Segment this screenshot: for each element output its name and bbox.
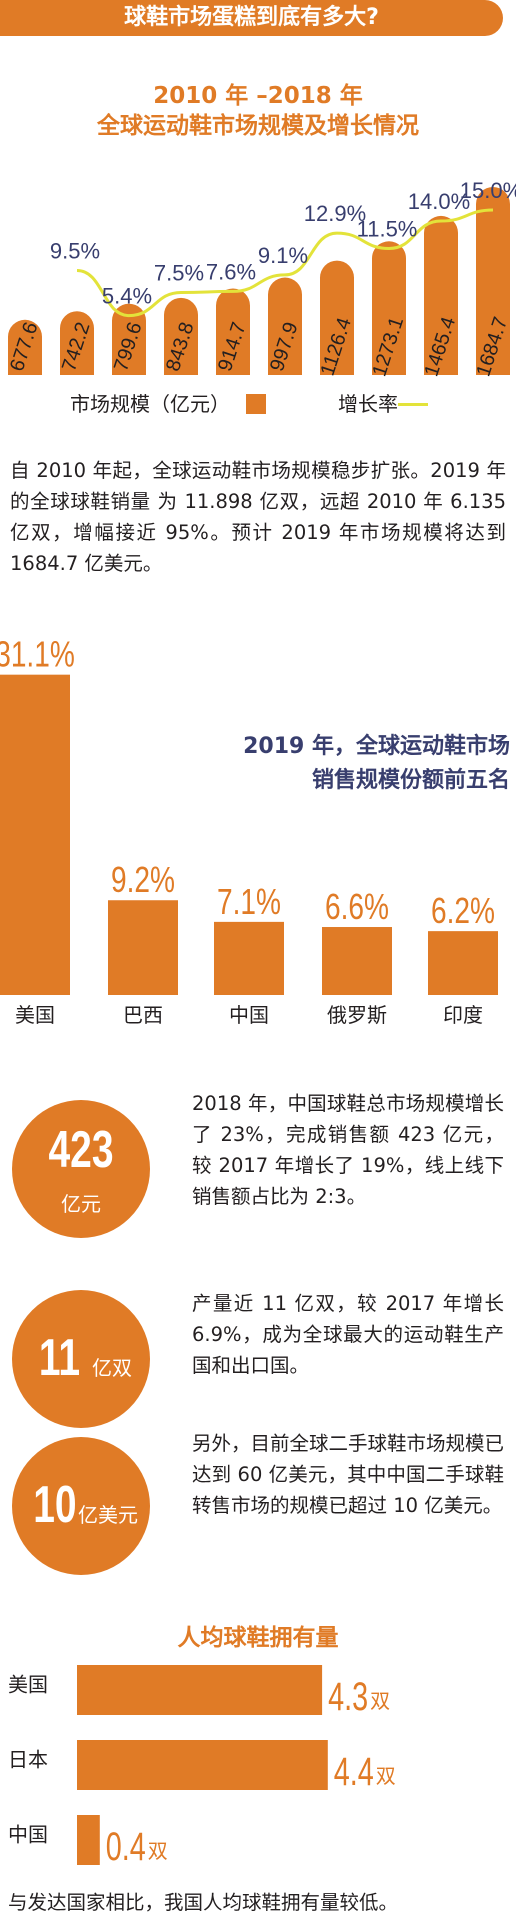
stat-number: 423: [48, 1121, 114, 1179]
country-label: 中国: [8, 1823, 48, 1847]
ownership-value-label: 0.4: [106, 1824, 146, 1869]
page-title: 球鞋市场蛋糕到底有多大?: [124, 5, 379, 30]
ownership-bar: [77, 1665, 323, 1715]
market-size-bar: [372, 241, 406, 375]
growth-rate-label: 7.6%: [206, 259, 256, 284]
stat-circle-10: 10 亿美元: [12, 1437, 150, 1575]
share-value-label: 6.2%: [431, 891, 495, 931]
market-size-bar: [164, 297, 198, 375]
stat-number: 10: [33, 1476, 77, 1534]
share-value-label: 31.1%: [0, 634, 75, 674]
market-size-growth-chart: 677.6 742.2 799.6 843.8 914.7 997.9 1126.4 1273…: [6, 178, 516, 379]
country-label: 巴西: [123, 1003, 163, 1027]
legend-line-swatch: [398, 403, 428, 406]
stat-unit: 亿美元: [78, 1503, 138, 1527]
share-value-label: 7.1%: [217, 882, 281, 922]
stat-circle-11: 11 亿双: [12, 1290, 150, 1428]
market-size-bar: [424, 215, 458, 375]
market-size-bar: [320, 260, 354, 375]
share-value-label: 6.6%: [325, 887, 389, 927]
country-label: 日本: [8, 1748, 48, 1772]
legend-bar-swatch: [246, 394, 266, 414]
share-value-label: 9.2%: [111, 860, 175, 900]
stat-unit: 亿元: [61, 1192, 101, 1216]
market-size-bar: [476, 187, 510, 375]
per-capita-chart: 美国 4.3 双日本 4.4 双中国 0.4 双: [8, 1665, 396, 1869]
growth-rate-label: 12.9%: [304, 201, 366, 226]
growth-rate-line: [76, 208, 494, 318]
market-size-bar: [60, 311, 94, 375]
country-label: 俄罗斯: [327, 1003, 387, 1027]
intro-paragraph: 自 2010 年起，全球运动鞋市场规模稳步扩张。2019 年的全球球鞋销量 为 …: [10, 459, 506, 575]
country-label: 美国: [15, 1003, 55, 1027]
growth-rate-label: 5.4%: [102, 284, 152, 309]
share-bar: [108, 900, 178, 995]
share-bar: [0, 674, 70, 995]
stat-text: 另外，目前全球二手球鞋市场规模已达到 60 亿美元，其中中国二手球鞋转售市场的规…: [192, 1432, 505, 1517]
market-size-bar: [268, 277, 302, 375]
stat-text: 2018 年，中国球鞋总市场规模增长了 23%，完成销售额 423 亿元，较 2…: [192, 1092, 504, 1208]
legend-bar-label: 市场规模（亿元）: [70, 392, 230, 416]
growth-rate-label: 9.1%: [258, 243, 308, 268]
chart2-title-line2: 销售规模份额前五名: [311, 768, 510, 793]
chart1-title-line1: 2010 年 –2018 年: [153, 83, 363, 109]
country-label: 印度: [443, 1003, 483, 1027]
chart3-title: 人均球鞋拥有量: [177, 1625, 339, 1651]
ownership-value-label: 4.3: [328, 1674, 368, 1719]
country-label: 美国: [8, 1673, 48, 1697]
stat-circle-423: 423 亿元: [12, 1100, 150, 1238]
growth-rate-label: 14.0%: [408, 189, 470, 214]
growth-rate-label: 7.5%: [154, 261, 204, 286]
ownership-unit-label: 双: [376, 1764, 396, 1788]
ownership-unit-label: 双: [148, 1839, 168, 1863]
market-size-bar: [8, 319, 42, 375]
stat-unit: 亿双: [92, 1356, 132, 1380]
chart1-title-line2: 全球运动鞋市场规模及增长情况: [97, 113, 419, 139]
legend-line-label: 增长率: [338, 392, 398, 416]
growth-rate-label: 15.0%: [460, 178, 516, 203]
market-size-bar: [216, 288, 250, 375]
market-share-chart: 31.1% 美国 9.2% 巴西 7.1% 中国 6.6% 俄罗斯 6.2% 印度: [0, 634, 498, 1027]
market-size-bar: [112, 303, 146, 375]
country-label: 中国: [229, 1003, 269, 1027]
stat-number: 11: [38, 1329, 81, 1387]
growth-rate-label: 9.5%: [50, 239, 100, 264]
share-bar: [214, 921, 284, 995]
header-bar: [0, 0, 503, 36]
ownership-unit-label: 双: [370, 1689, 390, 1713]
ownership-bar: [77, 1740, 328, 1790]
footer-note: 与发达国家相比，我国人均球鞋拥有量较低。: [8, 1891, 399, 1914]
chart2-title-line1: 2019 年，全球运动鞋市场: [243, 734, 510, 759]
growth-rate-label: 11.5%: [357, 217, 418, 242]
share-bar: [428, 931, 498, 995]
ownership-value-label: 4.4: [334, 1749, 374, 1794]
share-bar: [322, 927, 392, 995]
stat-text: 产量近 11 亿双，较 2017 年增长 6.9%，成为全球最大的运动鞋生产国和…: [192, 1292, 504, 1377]
ownership-bar: [77, 1815, 100, 1865]
